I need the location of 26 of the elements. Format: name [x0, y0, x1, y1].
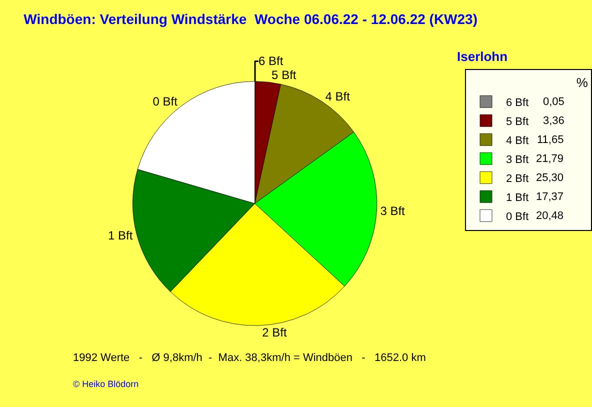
- slice-label: 5 Bft: [272, 68, 297, 82]
- slice-label: 2 Bft: [262, 326, 288, 340]
- data-label: 17,37: [536, 191, 564, 203]
- chart-subtitle: Iserlohn: [457, 49, 508, 64]
- text: © Heiko Blödorn: [73, 379, 139, 389]
- data-label: 3,36: [543, 115, 564, 127]
- data-label: 0,05: [543, 96, 564, 108]
- legend-label: 4 Bft: [506, 134, 529, 147]
- slice-label: 6 Bft: [258, 54, 284, 68]
- slice-label: 4 Bft: [325, 89, 351, 104]
- slice-label: 0 Bft: [152, 94, 178, 108]
- legend-label: 0 Bft: [506, 210, 529, 223]
- data-label: 25,30: [536, 172, 564, 184]
- legend-label: 1 Bft: [506, 192, 529, 204]
- text: 1992 Werte - Ø 9,8km/h - Max. 38,3km/h = Windböen - 1652.0 km: [73, 352, 426, 364]
- legend-label: 6 Bft: [506, 96, 529, 109]
- legend-title: %: [468, 75, 588, 90]
- data-label: 21,79: [536, 153, 564, 165]
- legend-label: 2 Bft: [506, 172, 529, 185]
- data-label: 20,48: [536, 210, 564, 222]
- slice-label: 1 Bft: [108, 228, 134, 243]
- data-label: 11,65: [537, 134, 564, 146]
- legend-label: 3 Bft: [506, 154, 529, 166]
- slice-label: 3 Bft: [380, 204, 406, 218]
- chart-title: Windböen: Verteilung Windstärke Woche 06.06.22 - 12.06.22 (KW23): [24, 11, 478, 28]
- legend-label: 5 Bft: [506, 116, 529, 128]
